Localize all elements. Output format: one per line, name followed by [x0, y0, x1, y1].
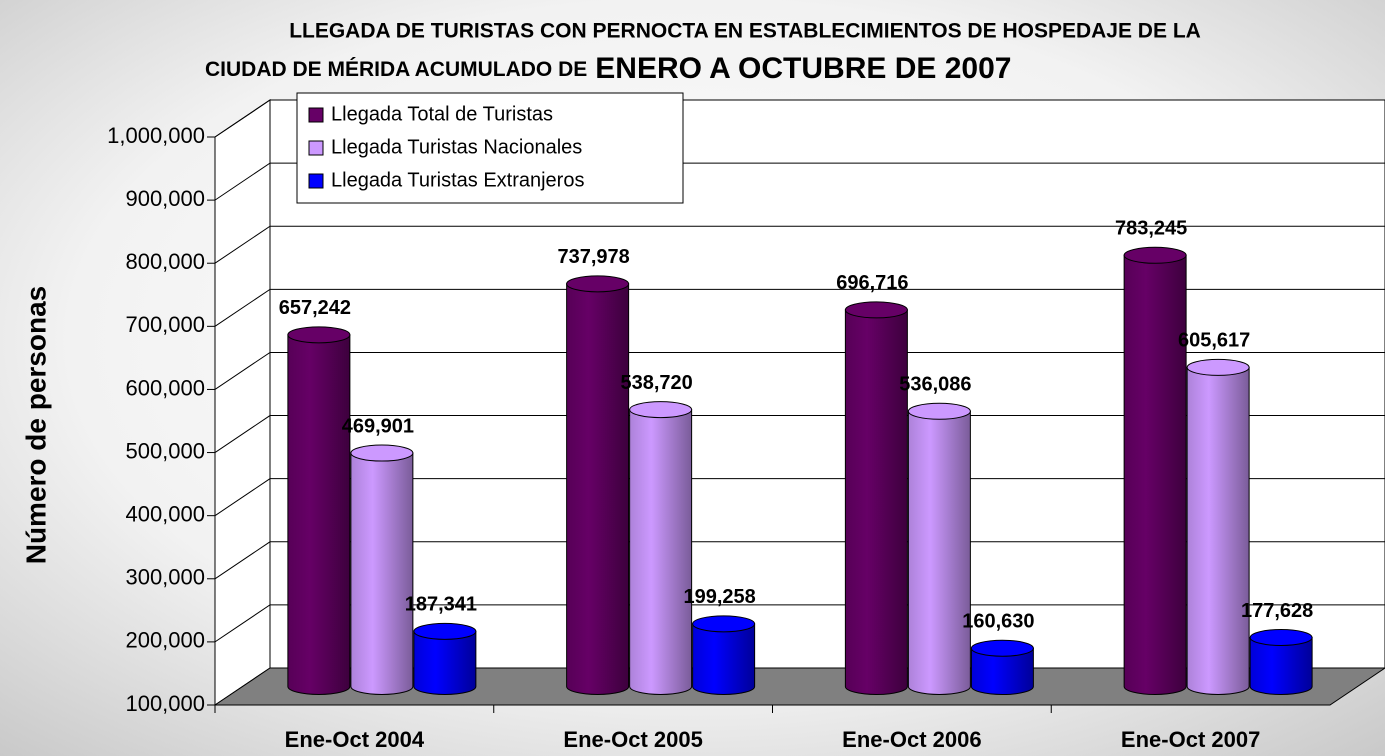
bar: [692, 623, 756, 695]
bar-top: [970, 639, 1034, 657]
legend-swatch: [308, 173, 324, 189]
value-label: 783,245: [1115, 218, 1187, 240]
value-label: 469,901: [342, 415, 414, 437]
grid-line: [214, 604, 1385, 643]
bar: [1186, 366, 1250, 695]
grid-line: [214, 225, 1385, 264]
legend-label: Llegada Total de Turistas: [331, 103, 553, 125]
grid-line: [214, 99, 1385, 138]
y-tick-label: 300,000: [125, 565, 205, 590]
bar-top: [287, 326, 351, 344]
grid-line: [214, 541, 1385, 580]
bar-top: [907, 402, 971, 420]
bar: [844, 309, 908, 695]
x-tick-label: Ene-Oct 2007: [1121, 727, 1260, 752]
chart-title: CIUDAD DE MÉRIDA ACUMULADO DE ENERO A OCT…: [205, 52, 1011, 85]
chart-title: LLEGADA DE TURISTAS CON PERNOCTA EN ESTA…: [289, 20, 1201, 43]
y-tick-label: 900,000: [125, 186, 205, 211]
bar: [1249, 637, 1313, 695]
bar: [566, 283, 630, 695]
y-tick-label: 400,000: [125, 501, 205, 526]
grid-line: [214, 351, 1385, 390]
value-label: 199,258: [683, 586, 755, 608]
chart-title-part: CIUDAD DE MÉRIDA ACUMULADO DE: [205, 58, 587, 81]
legend-swatch: [308, 107, 324, 123]
bar: [413, 630, 477, 695]
bar: [970, 647, 1034, 695]
value-label: 605,617: [1178, 330, 1250, 352]
bar: [287, 334, 351, 695]
x-tick-label: Ene-Oct 2004: [285, 727, 425, 752]
bar: [1123, 254, 1187, 695]
x-tick-label: Ene-Oct 2006: [842, 727, 981, 752]
bar-top: [629, 401, 693, 419]
legend-label: Llegada Turistas Nacionales: [331, 136, 582, 158]
y-tick-label: 700,000: [125, 312, 205, 337]
value-label: 160,630: [962, 611, 1034, 633]
y-tick-label: 800,000: [125, 249, 205, 274]
bar-top: [413, 622, 477, 640]
side-wall: [214, 99, 271, 706]
value-label: 737,978: [557, 246, 629, 268]
y-tick-label: 600,000: [125, 375, 205, 400]
legend-box: [296, 92, 684, 204]
grid-line: [214, 415, 1385, 453]
y-tick-label: 500,000: [125, 438, 205, 463]
y-tick-label: 1,000,000: [107, 123, 205, 148]
bar-top: [350, 444, 414, 462]
bar: [350, 452, 414, 695]
y-axis-label: Número de personas: [20, 286, 51, 565]
grid-line: [214, 162, 1385, 201]
chart-title-part: ENERO A OCTUBRE DE 2007: [595, 52, 1011, 85]
grid-line: [214, 288, 1385, 327]
value-label: 657,242: [279, 297, 351, 319]
value-label: 696,716: [836, 272, 908, 294]
bar: [907, 410, 971, 695]
bar-top: [1249, 629, 1313, 647]
value-label: 536,086: [899, 374, 971, 396]
legend-label: Llegada Turistas Extranjeros: [331, 169, 584, 191]
x-tick-label: Ene-Oct 2005: [563, 727, 702, 752]
bar-top: [566, 275, 630, 293]
y-tick-label: 100,000: [125, 691, 205, 716]
value-label: 177,628: [1241, 600, 1313, 622]
bar-top: [1123, 246, 1187, 264]
bar: [629, 409, 693, 695]
value-label: 538,720: [620, 372, 692, 394]
y-tick-label: 200,000: [125, 628, 205, 653]
bar-top: [692, 615, 756, 633]
bar-top: [1186, 358, 1250, 376]
bar-top: [844, 301, 908, 319]
legend-swatch: [308, 140, 324, 156]
value-label: 187,341: [405, 594, 477, 616]
grid-line: [214, 478, 1385, 517]
